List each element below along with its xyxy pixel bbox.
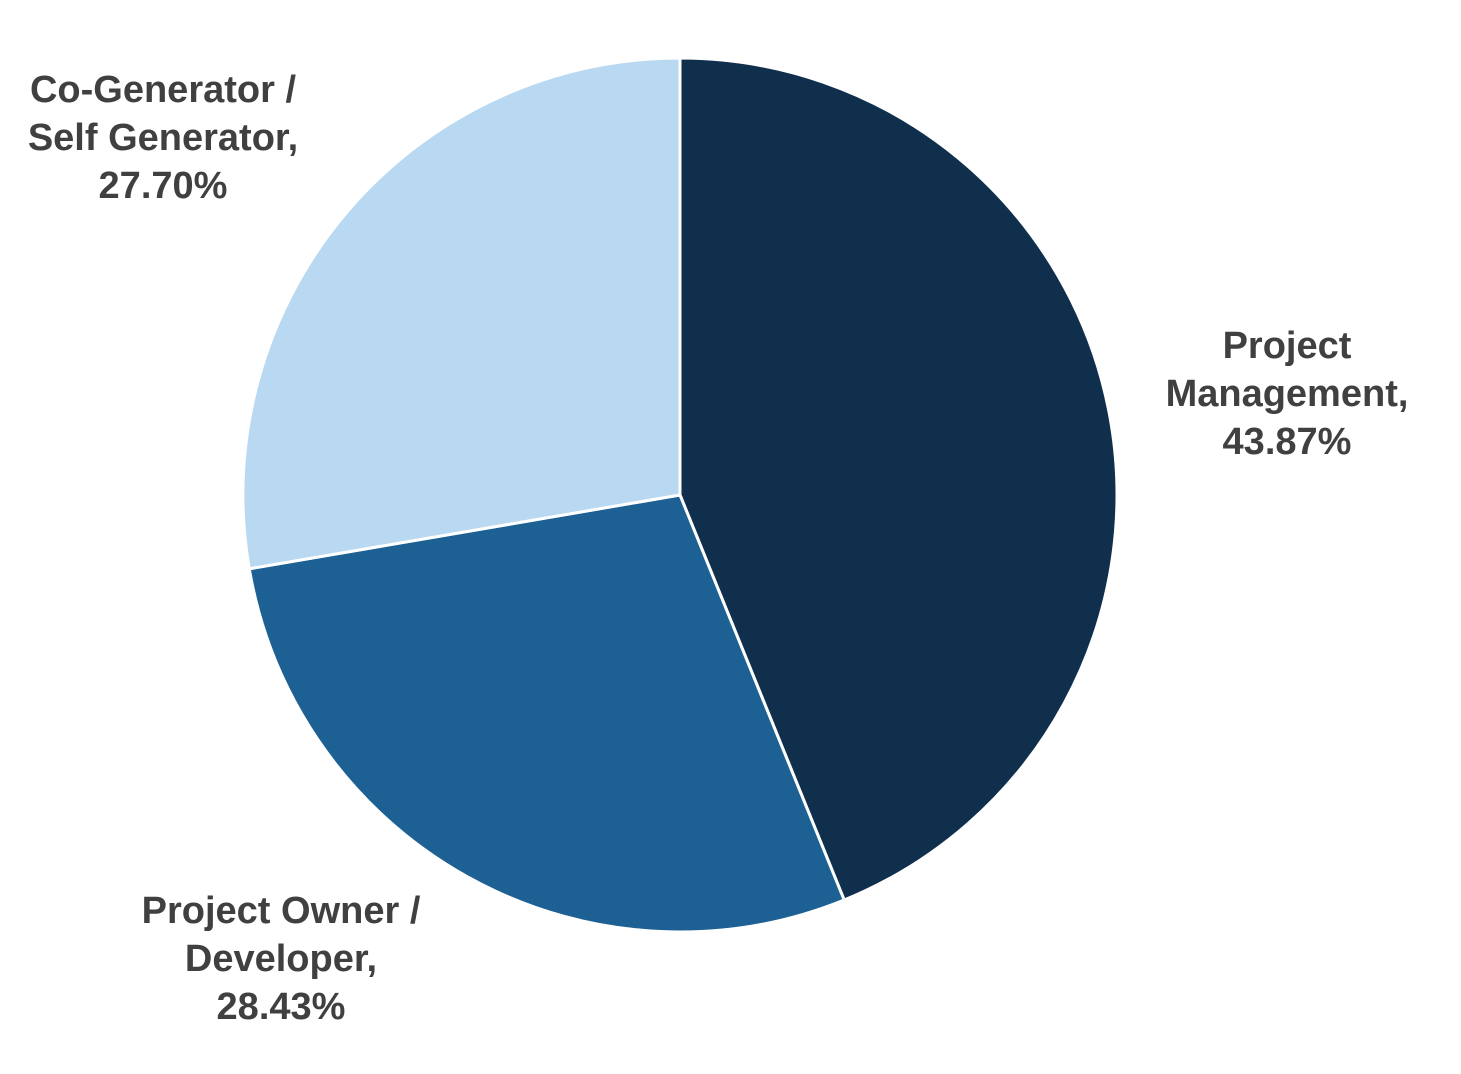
- pie-slice-3: [241, 56, 682, 571]
- pie-slice-1: [678, 56, 1119, 902]
- pie-slice-label-line: Co-Generator /: [30, 69, 296, 111]
- pie-slice-label-line: Project Owner /: [142, 890, 421, 932]
- pie-slice-label-line: Project: [1223, 325, 1352, 367]
- pie-slices: [241, 56, 1119, 934]
- pie-slice-label-2: Project Owner / Developer, 28.43%: [142, 890, 421, 1028]
- pie-slice-label-line: Management,: [1166, 373, 1409, 415]
- pie-labels: Project Management, 43.87% Project Owner / D…: [28, 69, 1409, 1028]
- pie-slice-label-line: 43.87%: [1223, 421, 1352, 463]
- pie-slice-label-line: Self Generator,: [28, 117, 298, 159]
- pie-slice-label-line: 28.43%: [217, 986, 346, 1028]
- pie-slice-2: [247, 493, 847, 934]
- pie-slice-label-line: Developer,: [185, 938, 377, 980]
- pie-slice-label-1: Project Management, 43.87%: [1166, 325, 1409, 463]
- pie-slice-label-line: 27.70%: [99, 165, 228, 207]
- pie-slice-label-3: Co-Generator / Self Generator, 27.70%: [28, 69, 298, 207]
